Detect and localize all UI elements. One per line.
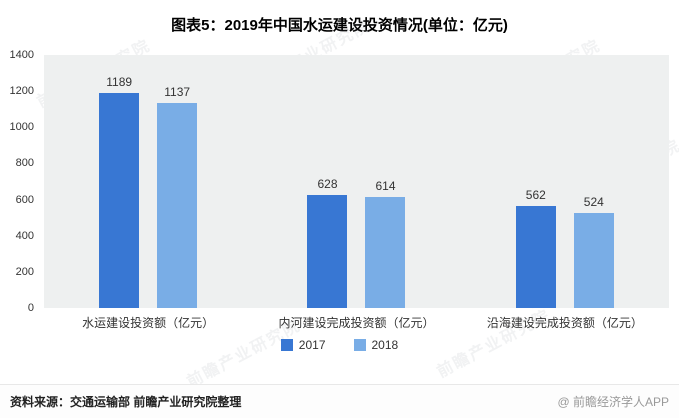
legend-swatch — [280, 339, 293, 351]
legend-label: 2018 — [371, 338, 399, 352]
y-tick-label: 1400 — [9, 49, 34, 61]
bar — [99, 93, 140, 308]
legend-item: 2018 — [353, 338, 399, 352]
bar — [307, 194, 348, 308]
bar-group: 628 614 — [252, 55, 460, 308]
bar-wrap: 614 — [365, 55, 406, 308]
bar-value-label: 524 — [583, 195, 604, 210]
bar — [365, 197, 406, 308]
bar-group: 562 524 — [461, 55, 669, 308]
category-label: 水运建设投资额（亿元） — [82, 316, 215, 330]
y-tick-label: 1000 — [9, 121, 34, 134]
footer: 资料来源：交通运输部 前瞻产业研究院整理 @ 前瞻经济学人APP — [0, 384, 679, 418]
legend-label: 2017 — [298, 338, 326, 352]
y-tick-label: 800 — [15, 157, 34, 170]
chart-title: 图表5：2019年中国水运建设投资情况(单位：亿元) — [171, 17, 508, 34]
bar-value-label: 562 — [525, 188, 546, 203]
y-axis: 1400 1200 1000 800 600 400 200 0 — [0, 49, 38, 314]
bar — [573, 213, 614, 308]
legend-item: 2017 — [280, 338, 326, 352]
category-label: 沿海建设完成投资额（亿元） — [486, 316, 643, 330]
y-tick-label: 600 — [15, 193, 34, 206]
bar-value-label: 614 — [375, 179, 396, 194]
bar-value-label: 1137 — [164, 84, 191, 99]
chart-legend: 2017 2018 — [0, 338, 679, 352]
legend-swatch — [353, 339, 366, 351]
bar — [515, 206, 556, 308]
bar-chart: 1400 1200 1000 800 600 400 200 0 1189 1137 628 614… — [0, 48, 679, 330]
bar-wrap: 562 — [515, 55, 556, 308]
y-tick-label: 400 — [15, 229, 34, 242]
bar-wrap: 1189 — [99, 55, 140, 308]
bar-wrap: 1137 — [157, 55, 198, 308]
bar — [157, 102, 198, 308]
y-tick-label: 0 — [27, 302, 34, 314]
y-tick-label: 1200 — [9, 85, 34, 98]
source-note: 资料来源：交通运输部 前瞻产业研究院整理 — [10, 395, 242, 409]
x-axis: 水运建设投资额（亿元） 内河建设完成投资额（亿元） 沿海建设完成投资额（亿元） — [44, 314, 669, 331]
bar-group: 1189 1137 — [44, 55, 252, 308]
y-tick-label: 200 — [15, 265, 34, 278]
bar-wrap: 524 — [573, 55, 614, 308]
category-label: 内河建设完成投资额（亿元） — [278, 316, 435, 330]
plot-area: 1189 1137 628 614 562 524 — [44, 55, 669, 308]
brand-note: @ 前瞻经济学人APP — [557, 395, 669, 409]
bar-wrap: 628 — [307, 55, 348, 308]
bar-groups: 1189 1137 628 614 562 524 — [44, 55, 669, 308]
bar-value-label: 1189 — [106, 75, 133, 90]
bar-value-label: 628 — [317, 176, 338, 191]
